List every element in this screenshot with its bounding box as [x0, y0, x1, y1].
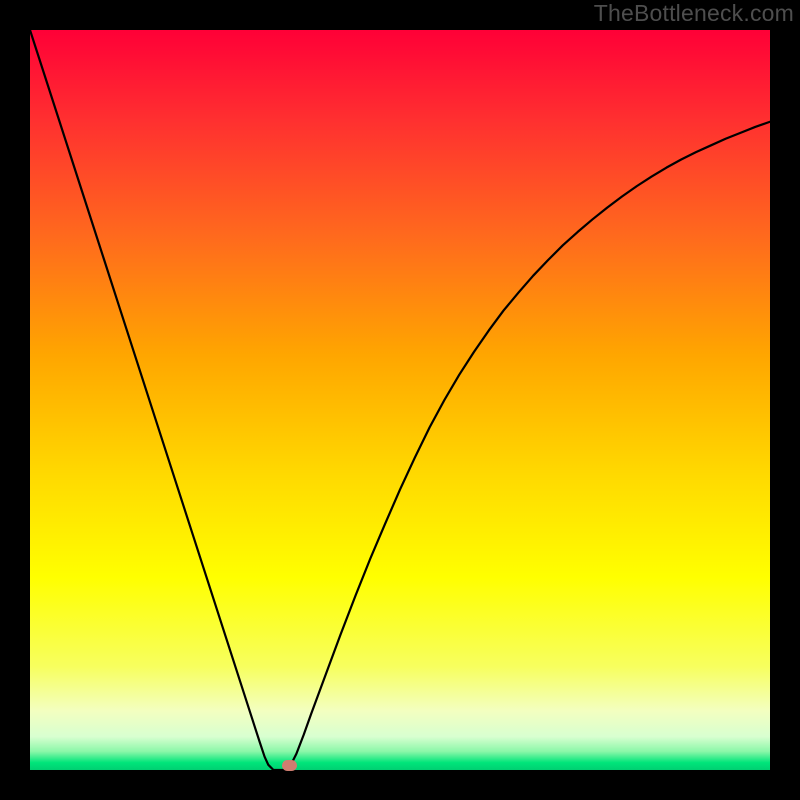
gradient-background [30, 30, 770, 770]
plot-svg [30, 30, 770, 770]
chart-frame: TheBottleneck.com [0, 0, 800, 800]
plot-area [30, 30, 770, 770]
optimum-marker [282, 760, 297, 771]
watermark-text: TheBottleneck.com [594, 0, 794, 27]
